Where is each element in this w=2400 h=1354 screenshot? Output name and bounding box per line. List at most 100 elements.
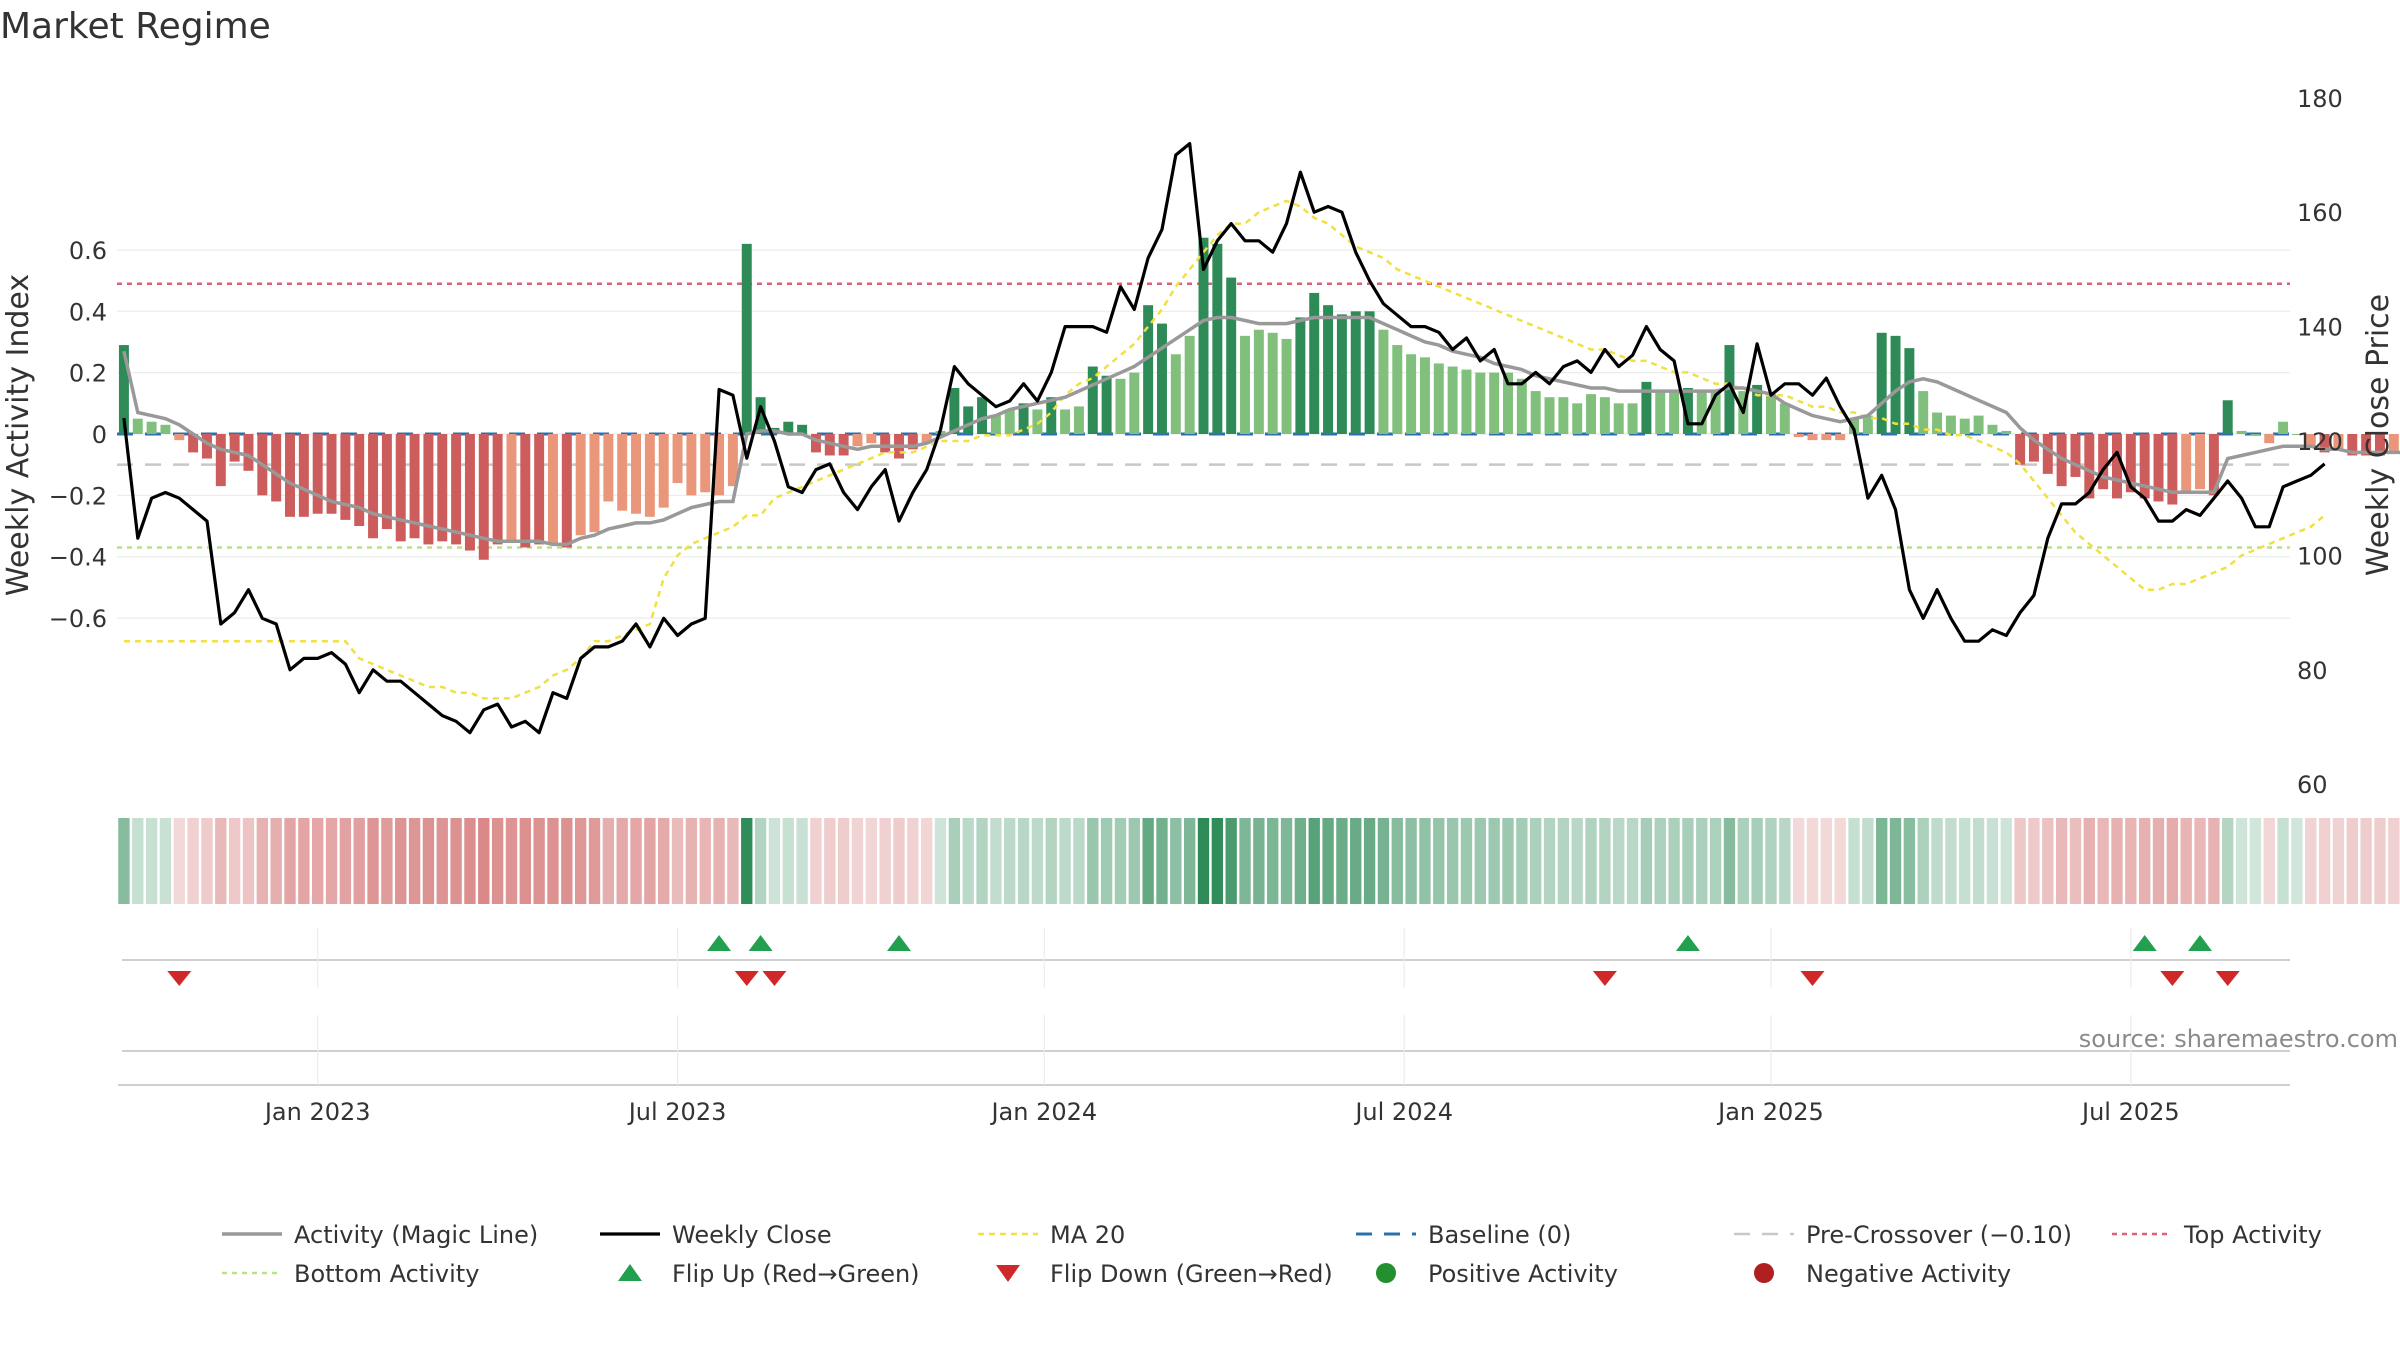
activity-bar-37 [631, 434, 642, 514]
regime-cell-149 [2180, 818, 2192, 904]
activity-bar-136 [2001, 430, 2012, 434]
activity-bar-49 [797, 424, 808, 434]
activity-bar-65 [1018, 403, 1029, 434]
activity-bar-83 [1267, 332, 1278, 434]
flip-down-marker-3 [1592, 971, 1617, 986]
regime-cell-156 [2277, 818, 2289, 904]
regime-cell-111 [1654, 818, 1666, 904]
activity-bar-141 [2070, 434, 2081, 477]
activity-bar-30 [534, 434, 545, 545]
legend-label-close: Weekly Close [672, 1221, 832, 1249]
activity-bar-70 [1087, 366, 1098, 434]
activity-bar-94 [1419, 357, 1430, 434]
activity-bar-77 [1184, 335, 1195, 434]
regime-cell-9 [242, 818, 255, 904]
regime-cell-108 [1613, 818, 1625, 904]
legend-label-top: Top Activity [2183, 1221, 2322, 1249]
activity-bar-95 [1433, 363, 1444, 434]
regime-cell-57 [907, 818, 919, 904]
activity-bar-67 [1046, 397, 1057, 434]
legend-item-ma20: MA 20 [978, 1221, 1125, 1249]
activity-bar-42 [700, 434, 711, 493]
activity-bar-128 [1890, 335, 1901, 434]
legend-label-precross: Pre-Crossover (−0.10) [1806, 1221, 2072, 1249]
right-tick-label-4: 100 [2297, 542, 2343, 570]
regime-cell-36 [616, 818, 628, 904]
activity-bar-69 [1073, 406, 1084, 434]
regime-cell-138 [2028, 818, 2040, 904]
activity-bar-135 [1987, 424, 1998, 434]
regime-cell-129 [1903, 818, 1916, 904]
regime-cell-35 [602, 818, 615, 904]
activity-bar-81 [1240, 335, 1251, 434]
regime-cell-130 [1917, 818, 1929, 904]
legend-label-magic: Activity (Magic Line) [294, 1221, 538, 1249]
activity-bar-14 [312, 434, 323, 514]
activity-bar-45 [741, 243, 752, 434]
regime-cell-67 [1045, 818, 1057, 904]
regime-cell-115 [1709, 818, 1722, 904]
left-tick-label-6: −0.6 [49, 605, 107, 633]
legend-item-baseline: Baseline (0) [1356, 1221, 1571, 1249]
regime-cell-159 [2318, 818, 2331, 904]
weekly-close-line [122, 142, 2326, 735]
activity-bar-72 [1115, 378, 1126, 434]
activity-bar-145 [2125, 434, 2136, 493]
regime-cell-2 [145, 818, 158, 904]
regime-cell-150 [2194, 818, 2206, 904]
legend-swatch-neg [1754, 1263, 1774, 1283]
regime-cell-23 [436, 818, 448, 904]
x-axis-ticks: Jan 2023 Jul 2023 Jan 2024 Jul 2024 Jan 2025… [263, 1098, 2180, 1126]
activity-bar-26 [478, 434, 489, 560]
activity-bar-71 [1101, 375, 1112, 434]
regime-cell-92 [1391, 818, 1403, 904]
left-tick-label-2: 0.2 [69, 360, 107, 388]
activity-bar-132 [1945, 415, 1956, 434]
legend-item-precross: Pre-Crossover (−0.10) [1734, 1221, 2072, 1249]
activity-bar-21 [409, 434, 420, 539]
regime-cell-116 [1723, 818, 1736, 904]
regime-cell-141 [2069, 818, 2082, 904]
activity-bar-73 [1129, 372, 1140, 434]
regime-cell-65 [1017, 818, 1030, 904]
activity-bar-113 [1682, 387, 1693, 434]
regime-cell-164 [2388, 818, 2400, 904]
regime-cell-99 [1488, 818, 1500, 904]
regime-cell-107 [1599, 818, 1611, 904]
activity-bar-129 [1904, 348, 1915, 434]
right-tick-label-3: 120 [2297, 428, 2343, 456]
regime-cell-68 [1059, 818, 1071, 904]
flip-down-marker-6 [2215, 971, 2240, 986]
activity-bar-147 [2153, 434, 2164, 502]
flip-up-marker-5 [2188, 935, 2213, 951]
regime-cell-112 [1668, 818, 1680, 904]
activity-bar-137 [2015, 434, 2026, 465]
activity-bars [118, 237, 2399, 560]
regime-cell-21 [408, 818, 421, 904]
regime-cell-11 [270, 818, 282, 904]
regime-cell-126 [1862, 818, 1874, 904]
regime-cell-93 [1405, 818, 1417, 904]
activity-bar-146 [2139, 434, 2150, 499]
activity-bar-138 [2028, 434, 2039, 462]
activity-bar-164 [2388, 434, 2399, 453]
activity-bar-64 [1004, 409, 1015, 434]
regime-cell-42 [699, 818, 711, 904]
regime-cell-1 [132, 818, 144, 904]
activity-bar-60 [949, 387, 960, 434]
regime-cell-51 [824, 818, 836, 904]
activity-bar-1 [132, 418, 143, 434]
regime-cell-146 [2138, 818, 2151, 904]
regime-cell-25 [464, 818, 476, 904]
activity-bar-131 [1932, 412, 1943, 434]
regime-cell-60 [948, 818, 961, 904]
activity-bar-39 [658, 434, 669, 508]
activity-bar-5 [188, 434, 199, 453]
activity-bar-16 [340, 434, 351, 520]
activity-bar-86 [1309, 292, 1320, 434]
regime-cell-80 [1225, 818, 1237, 904]
regime-cell-151 [2208, 818, 2220, 904]
legend-label-bottom: Bottom Activity [294, 1260, 479, 1288]
activity-bar-92 [1392, 345, 1403, 434]
regime-cell-120 [1779, 818, 1791, 904]
